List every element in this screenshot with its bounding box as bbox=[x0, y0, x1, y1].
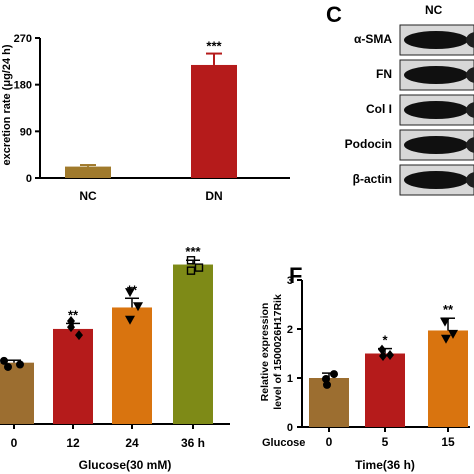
data-point bbox=[125, 315, 135, 325]
y-tick-label: 3 bbox=[287, 275, 293, 287]
data-point bbox=[441, 334, 451, 344]
data-point bbox=[322, 374, 330, 383]
x-axis-label: Time(36 h) bbox=[355, 458, 415, 472]
blot-band bbox=[466, 102, 474, 118]
data-point bbox=[125, 288, 135, 298]
significance-label: ** bbox=[68, 307, 79, 322]
data-point bbox=[330, 370, 338, 379]
x-axis-label: Glucose(30 mM) bbox=[79, 458, 172, 472]
data-point bbox=[386, 349, 394, 360]
blot-band bbox=[466, 172, 474, 188]
blot-band bbox=[404, 66, 468, 84]
y-axis-label-line: level of 1500026H17Rik bbox=[272, 294, 284, 410]
y-tick-label: 0 bbox=[26, 173, 32, 185]
blot-row-label: α-SMA bbox=[354, 32, 392, 46]
bar bbox=[53, 328, 93, 424]
data-point bbox=[67, 322, 75, 333]
y-tick-label: 2 bbox=[287, 324, 293, 336]
y-tick-label: 0 bbox=[287, 422, 293, 434]
glucose-time-chart: 0 12 ** 24 ** 36 h *** Glucose(30 mM) bbox=[0, 244, 230, 472]
data-point bbox=[75, 330, 83, 341]
y-tick-label: 270 bbox=[14, 33, 32, 45]
y-axis-label: excretion rate (μg/24 h) bbox=[1, 44, 13, 165]
blot-row-label: β-actin bbox=[353, 172, 392, 186]
y-axis-label-line: Relative expression bbox=[259, 303, 271, 402]
data-point bbox=[378, 344, 386, 355]
data-point bbox=[186, 256, 196, 265]
x-tick-label: 36 h bbox=[181, 436, 205, 450]
blot-band bbox=[466, 137, 474, 153]
x-tick-label: 15 bbox=[441, 435, 455, 449]
blot-row-label: Col I bbox=[366, 102, 392, 116]
significance-label: ** bbox=[127, 282, 138, 297]
albumin-excretion-chart: excretion rate (μg/24 h) 0 90 180 270 NC DN **… bbox=[1, 33, 290, 203]
panel-label-f: F bbox=[289, 263, 302, 288]
significance-label: *** bbox=[185, 244, 201, 259]
blot-band bbox=[404, 136, 468, 154]
data-point bbox=[133, 302, 143, 312]
blot-header-nc: NC bbox=[425, 3, 443, 17]
significance-label: *** bbox=[206, 39, 222, 54]
bar bbox=[173, 264, 213, 424]
blot-row-label: FN bbox=[376, 67, 392, 81]
blot-band bbox=[466, 67, 474, 83]
y-tick-label: 1 bbox=[287, 373, 293, 385]
data-point bbox=[186, 266, 196, 275]
bar bbox=[0, 362, 34, 424]
row-label-glucose: Glucose bbox=[262, 437, 305, 449]
x-tick-label: NC bbox=[79, 189, 97, 203]
data-point bbox=[4, 362, 12, 371]
blot-band bbox=[404, 31, 468, 49]
data-point bbox=[448, 329, 458, 339]
data-point bbox=[194, 263, 204, 272]
x-tick-label: DN bbox=[205, 189, 222, 203]
y-tick-label: 180 bbox=[14, 80, 32, 92]
data-point bbox=[0, 356, 8, 365]
y-axis-label: Relative expressionlevel of 1500026H17Ri… bbox=[259, 294, 284, 410]
western-blot-panel: C NC α-SMA FN Col I Podocin β-actin bbox=[326, 2, 474, 196]
data-point bbox=[440, 317, 450, 327]
x-tick-label: 12 bbox=[66, 436, 80, 450]
bar bbox=[112, 307, 152, 424]
x-tick-label: 0 bbox=[326, 435, 333, 449]
bar bbox=[428, 330, 468, 427]
bar bbox=[365, 353, 405, 427]
bar bbox=[191, 64, 237, 178]
data-point bbox=[323, 380, 331, 389]
significance-label: ** bbox=[443, 302, 454, 317]
blot-band bbox=[466, 32, 474, 48]
y-tick-label: 90 bbox=[20, 126, 32, 138]
x-tick-label: 0 bbox=[11, 436, 18, 450]
significance-label: * bbox=[382, 333, 388, 348]
x-tick-label: 24 bbox=[125, 436, 139, 450]
x-tick-label: 5 bbox=[382, 435, 389, 449]
blot-band bbox=[404, 101, 468, 119]
blot-row-label: Podocin bbox=[345, 137, 392, 151]
panel-label-c: C bbox=[326, 2, 342, 27]
data-point bbox=[16, 360, 24, 369]
data-point bbox=[379, 350, 387, 361]
blot-band bbox=[404, 171, 468, 189]
data-point bbox=[67, 315, 75, 326]
bar bbox=[65, 166, 111, 178]
